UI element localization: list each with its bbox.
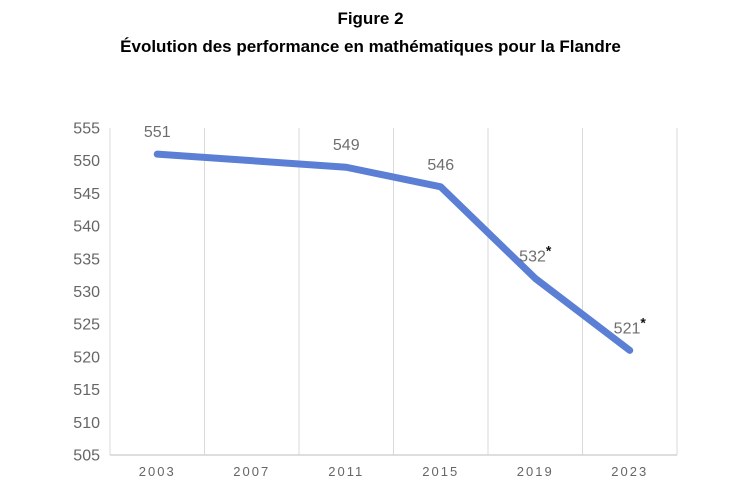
y-axis-tick-label: 555	[73, 121, 100, 138]
figure-number-title: Figure 2	[337, 9, 404, 28]
trend-line	[153, 150, 634, 354]
y-axis-tick-label: 515	[73, 382, 100, 399]
y-axis-tick-label: 535	[73, 251, 100, 268]
x-axis-tick-label: 2023	[611, 464, 648, 479]
x-axis-tick-label: 2019	[517, 464, 554, 479]
y-axis-tick-label: 510	[73, 415, 100, 432]
y-axis-tick-label: 550	[73, 153, 100, 170]
chart-subtitle: Évolution des performance en mathématiqu…	[120, 37, 621, 56]
y-axis-tick-label: 505	[73, 448, 100, 465]
x-axis-tick-label: 2015	[422, 464, 459, 479]
y-axis-tick-label: 520	[73, 349, 100, 366]
data-point-label: 521*	[614, 314, 647, 337]
significance-asterisk: *	[640, 314, 646, 330]
data-point-label: 532*	[519, 242, 552, 265]
y-axis-tick-label: 540	[73, 219, 100, 236]
data-point-label: 549	[333, 137, 360, 154]
x-axis-tick-label: 2011	[328, 464, 364, 479]
significance-asterisk: *	[546, 242, 552, 258]
y-axis-tick-label: 525	[73, 317, 100, 334]
x-axis-tick-label: 2003	[139, 464, 176, 479]
y-axis-tick-label: 545	[73, 186, 100, 203]
y-axis-tick-label: 530	[73, 284, 100, 301]
x-axis-tick-label: 2007	[233, 464, 270, 479]
data-point-label: 546	[427, 157, 454, 174]
data-point-label: 551	[144, 124, 171, 141]
